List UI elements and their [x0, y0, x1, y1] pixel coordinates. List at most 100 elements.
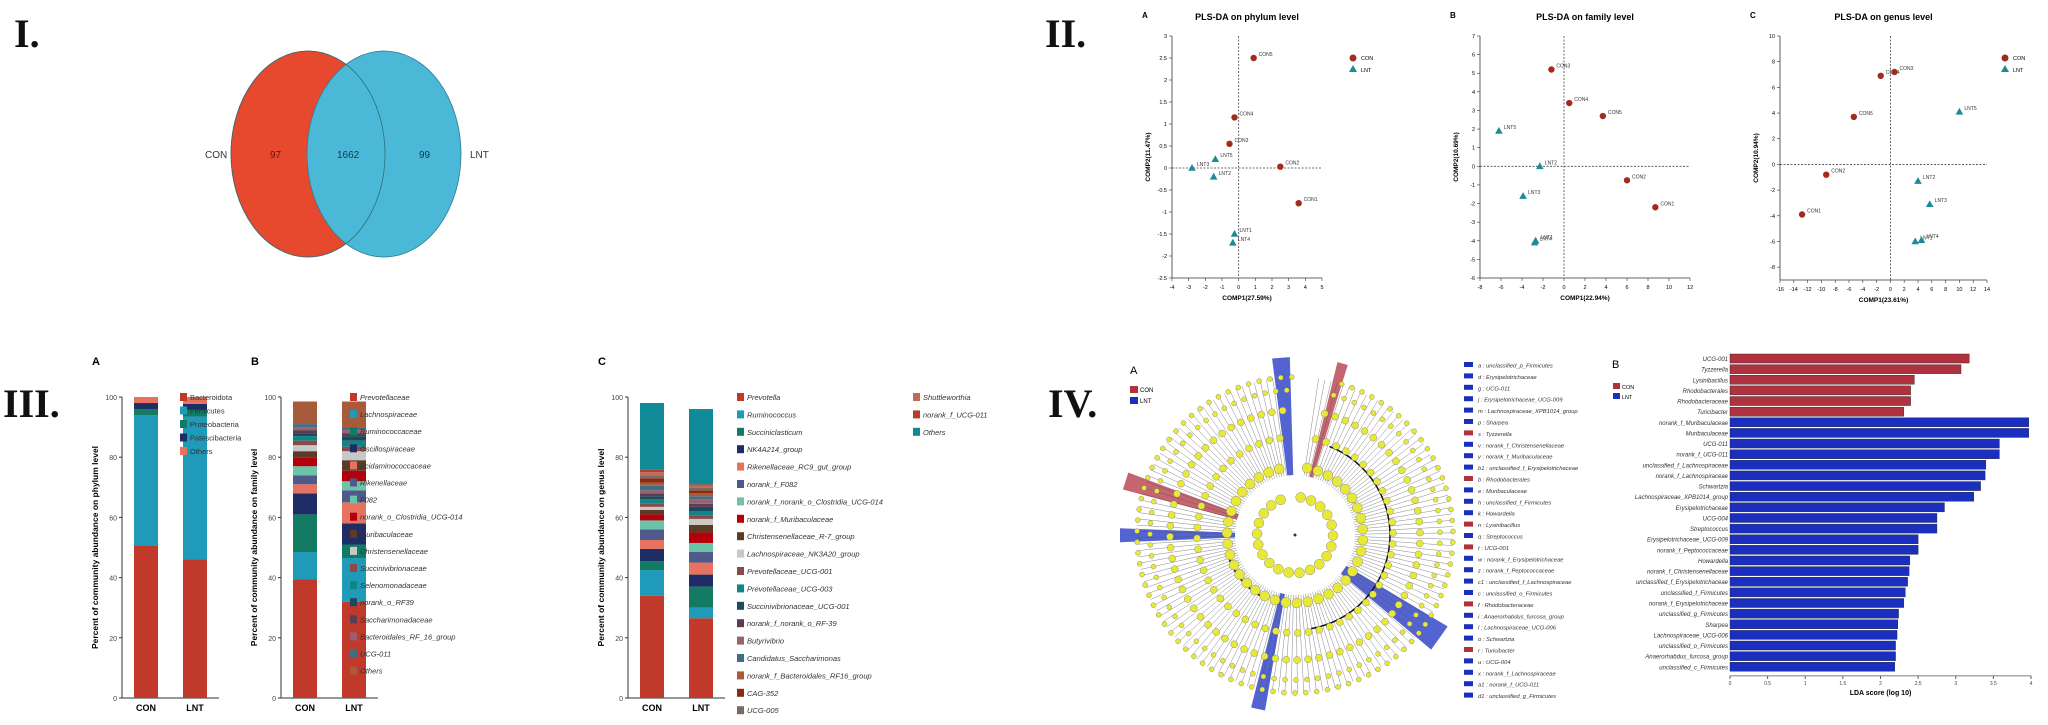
- clade-node: [1172, 613, 1178, 620]
- clade-root: [1293, 533, 1297, 537]
- clade-branch: [1343, 443, 1425, 501]
- clade-node: [1235, 450, 1244, 458]
- bar-segment: [689, 618, 713, 698]
- clade-node: [1415, 517, 1423, 526]
- clade-branch: [1354, 507, 1451, 525]
- clade-branch: [1306, 379, 1326, 477]
- y-tick-label: -2: [1470, 202, 1475, 208]
- clade-branch: [1310, 592, 1336, 688]
- clade-node: [1416, 528, 1424, 537]
- x-tick-label: -1: [1220, 285, 1225, 291]
- y-tick-label: -2: [1162, 254, 1167, 260]
- clade-node: [1352, 502, 1363, 513]
- legend-label: Rikenellaceae: [360, 479, 407, 488]
- lnt-lda-bar: [1729, 608, 1899, 619]
- bar-segment: [293, 475, 317, 485]
- clade-node: [1215, 394, 1222, 400]
- clade-node: [1224, 549, 1236, 560]
- clade-node: [1355, 513, 1367, 524]
- clade-node: [1260, 673, 1267, 680]
- bar-label: Rhodobacterales: [1683, 389, 1728, 395]
- clade-branch: [1339, 428, 1413, 495]
- x-tick-label: LNT: [345, 703, 363, 713]
- legend-swatch: [737, 514, 744, 523]
- clade-node: [1413, 612, 1419, 618]
- lnt-lda-bar: [1729, 577, 1908, 587]
- clade-node: [1147, 520, 1154, 526]
- clade-branch: [1319, 391, 1362, 481]
- clade-node: [1438, 592, 1444, 599]
- legend-label: Christensenellaceae_R-7_group: [747, 532, 855, 541]
- clade-node: [1312, 465, 1324, 477]
- legend-swatch: [350, 529, 357, 538]
- con-point: [1231, 114, 1238, 121]
- clade-node: [1261, 624, 1270, 633]
- key-swatch: [1464, 362, 1473, 367]
- legend-swatch: [1130, 386, 1138, 393]
- key-label: d : Erysipelotrichaceae: [1478, 375, 1537, 381]
- con-lda-bar: [1729, 385, 1911, 396]
- clade-node: [1221, 527, 1233, 539]
- clade-branch: [1331, 582, 1392, 660]
- bar-segment: [293, 401, 317, 425]
- bar-label: norank_f_UCG-011: [1676, 453, 1728, 459]
- clade-branch: [1142, 493, 1238, 520]
- key-swatch: [1464, 647, 1473, 652]
- bar-label: Sharpea: [1705, 623, 1728, 629]
- point-label: LNT3: [1935, 198, 1947, 204]
- clade-node: [1150, 563, 1157, 570]
- clade-node: [1136, 506, 1142, 512]
- point-label: LNT3: [1528, 190, 1540, 196]
- clade-node: [1212, 628, 1220, 636]
- clade-branch: [1153, 561, 1242, 606]
- clade-branch: [1312, 592, 1342, 687]
- clade-node: [1410, 447, 1416, 454]
- y-axis-label: Percent of community abundance on genus …: [596, 449, 606, 647]
- clade-node: [1447, 561, 1453, 567]
- clade-node: [1162, 468, 1168, 474]
- legend-swatch: [350, 444, 357, 453]
- x-tick-label: -8: [1833, 287, 1838, 293]
- clade-node: [1409, 571, 1417, 580]
- clade-node: [1357, 534, 1369, 546]
- clade-node: [1396, 431, 1402, 437]
- y-axis-label: Percent of community abundance on phylum…: [90, 446, 100, 649]
- clade-node: [1354, 606, 1362, 614]
- key-swatch: [1464, 396, 1473, 402]
- section-label-2: II.: [1045, 11, 1087, 56]
- y-tick-label: -1: [1162, 210, 1167, 216]
- clade-node: [1247, 414, 1255, 422]
- con-point: [1623, 177, 1631, 184]
- key-swatch: [1464, 476, 1473, 481]
- x-tick-label: 4: [1604, 285, 1607, 291]
- legend-label: Butyrivibrio: [747, 637, 784, 646]
- clade-node: [1359, 460, 1367, 469]
- clade-branch: [1340, 433, 1417, 497]
- clade-node: [1173, 490, 1181, 498]
- clade-branch: [1140, 499, 1237, 522]
- clade-branch: [1163, 447, 1246, 503]
- bar-label: norank_f_Peptococcaceae: [1657, 548, 1729, 554]
- clade-node: [1400, 591, 1409, 600]
- clade-branch: [1310, 382, 1338, 478]
- clade-node: [1373, 625, 1381, 633]
- clade-node: [1388, 609, 1396, 618]
- clade-branch: [1148, 557, 1240, 594]
- x-tick-label: -4: [1860, 287, 1865, 293]
- legend-swatch: [350, 666, 357, 675]
- clade-node: [1193, 534, 1201, 543]
- clade-branch: [1166, 442, 1247, 501]
- clade-branch: [1138, 543, 1236, 558]
- legend-con-marker: [1349, 54, 1357, 62]
- lnt-point: [1211, 155, 1220, 162]
- clade-node: [1166, 436, 1172, 443]
- clade-node: [1157, 478, 1164, 484]
- x-tick-label: -8: [1478, 285, 1483, 291]
- clade-node: [1293, 629, 1302, 637]
- clade-branch: [1303, 378, 1319, 476]
- clade-node: [1369, 590, 1377, 598]
- y-tick-label: 0: [272, 696, 276, 703]
- con-point: [1599, 112, 1607, 120]
- clade-branch: [1235, 590, 1273, 682]
- clade-node: [1331, 476, 1343, 487]
